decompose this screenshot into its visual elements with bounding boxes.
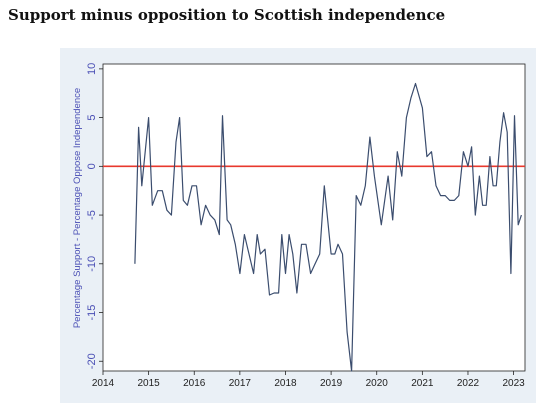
x-tick-label: 2015 bbox=[137, 378, 160, 389]
page-title: Support minus opposition to Scottish ind… bbox=[8, 6, 446, 24]
x-tick-label: 2016 bbox=[183, 378, 206, 389]
x-tick-label: 2019 bbox=[320, 378, 343, 389]
y-tick-label: -15 bbox=[86, 305, 98, 321]
series-line bbox=[134, 82, 522, 372]
y-tick-label: -5 bbox=[86, 210, 98, 220]
x-tick-label: 2017 bbox=[229, 378, 252, 389]
y-axis-label: Percentage Support - Percentage Oppose I… bbox=[72, 88, 83, 328]
y-axis-ticks: 10 5 0 -5 -10 -15 -20 bbox=[86, 63, 103, 369]
y-tick-label: 10 bbox=[86, 63, 98, 75]
y-tick-label: -10 bbox=[86, 256, 98, 272]
y-tick-label: -20 bbox=[86, 353, 98, 369]
x-tick-label: 2021 bbox=[411, 378, 434, 389]
x-tick-label: 2022 bbox=[457, 378, 480, 389]
y-tick-label: 5 bbox=[86, 115, 98, 121]
x-axis-ticks: 2014 2015 2016 2017 2018 2019 2020 2021 2022 2023 bbox=[92, 371, 525, 389]
plot-area bbox=[102, 63, 526, 372]
y-tick-label: 0 bbox=[86, 163, 98, 169]
x-tick-label: 2023 bbox=[502, 378, 525, 389]
x-tick-label: 2020 bbox=[366, 378, 389, 389]
x-tick-label: 2014 bbox=[92, 378, 115, 389]
x-tick-label: 2018 bbox=[274, 378, 297, 389]
